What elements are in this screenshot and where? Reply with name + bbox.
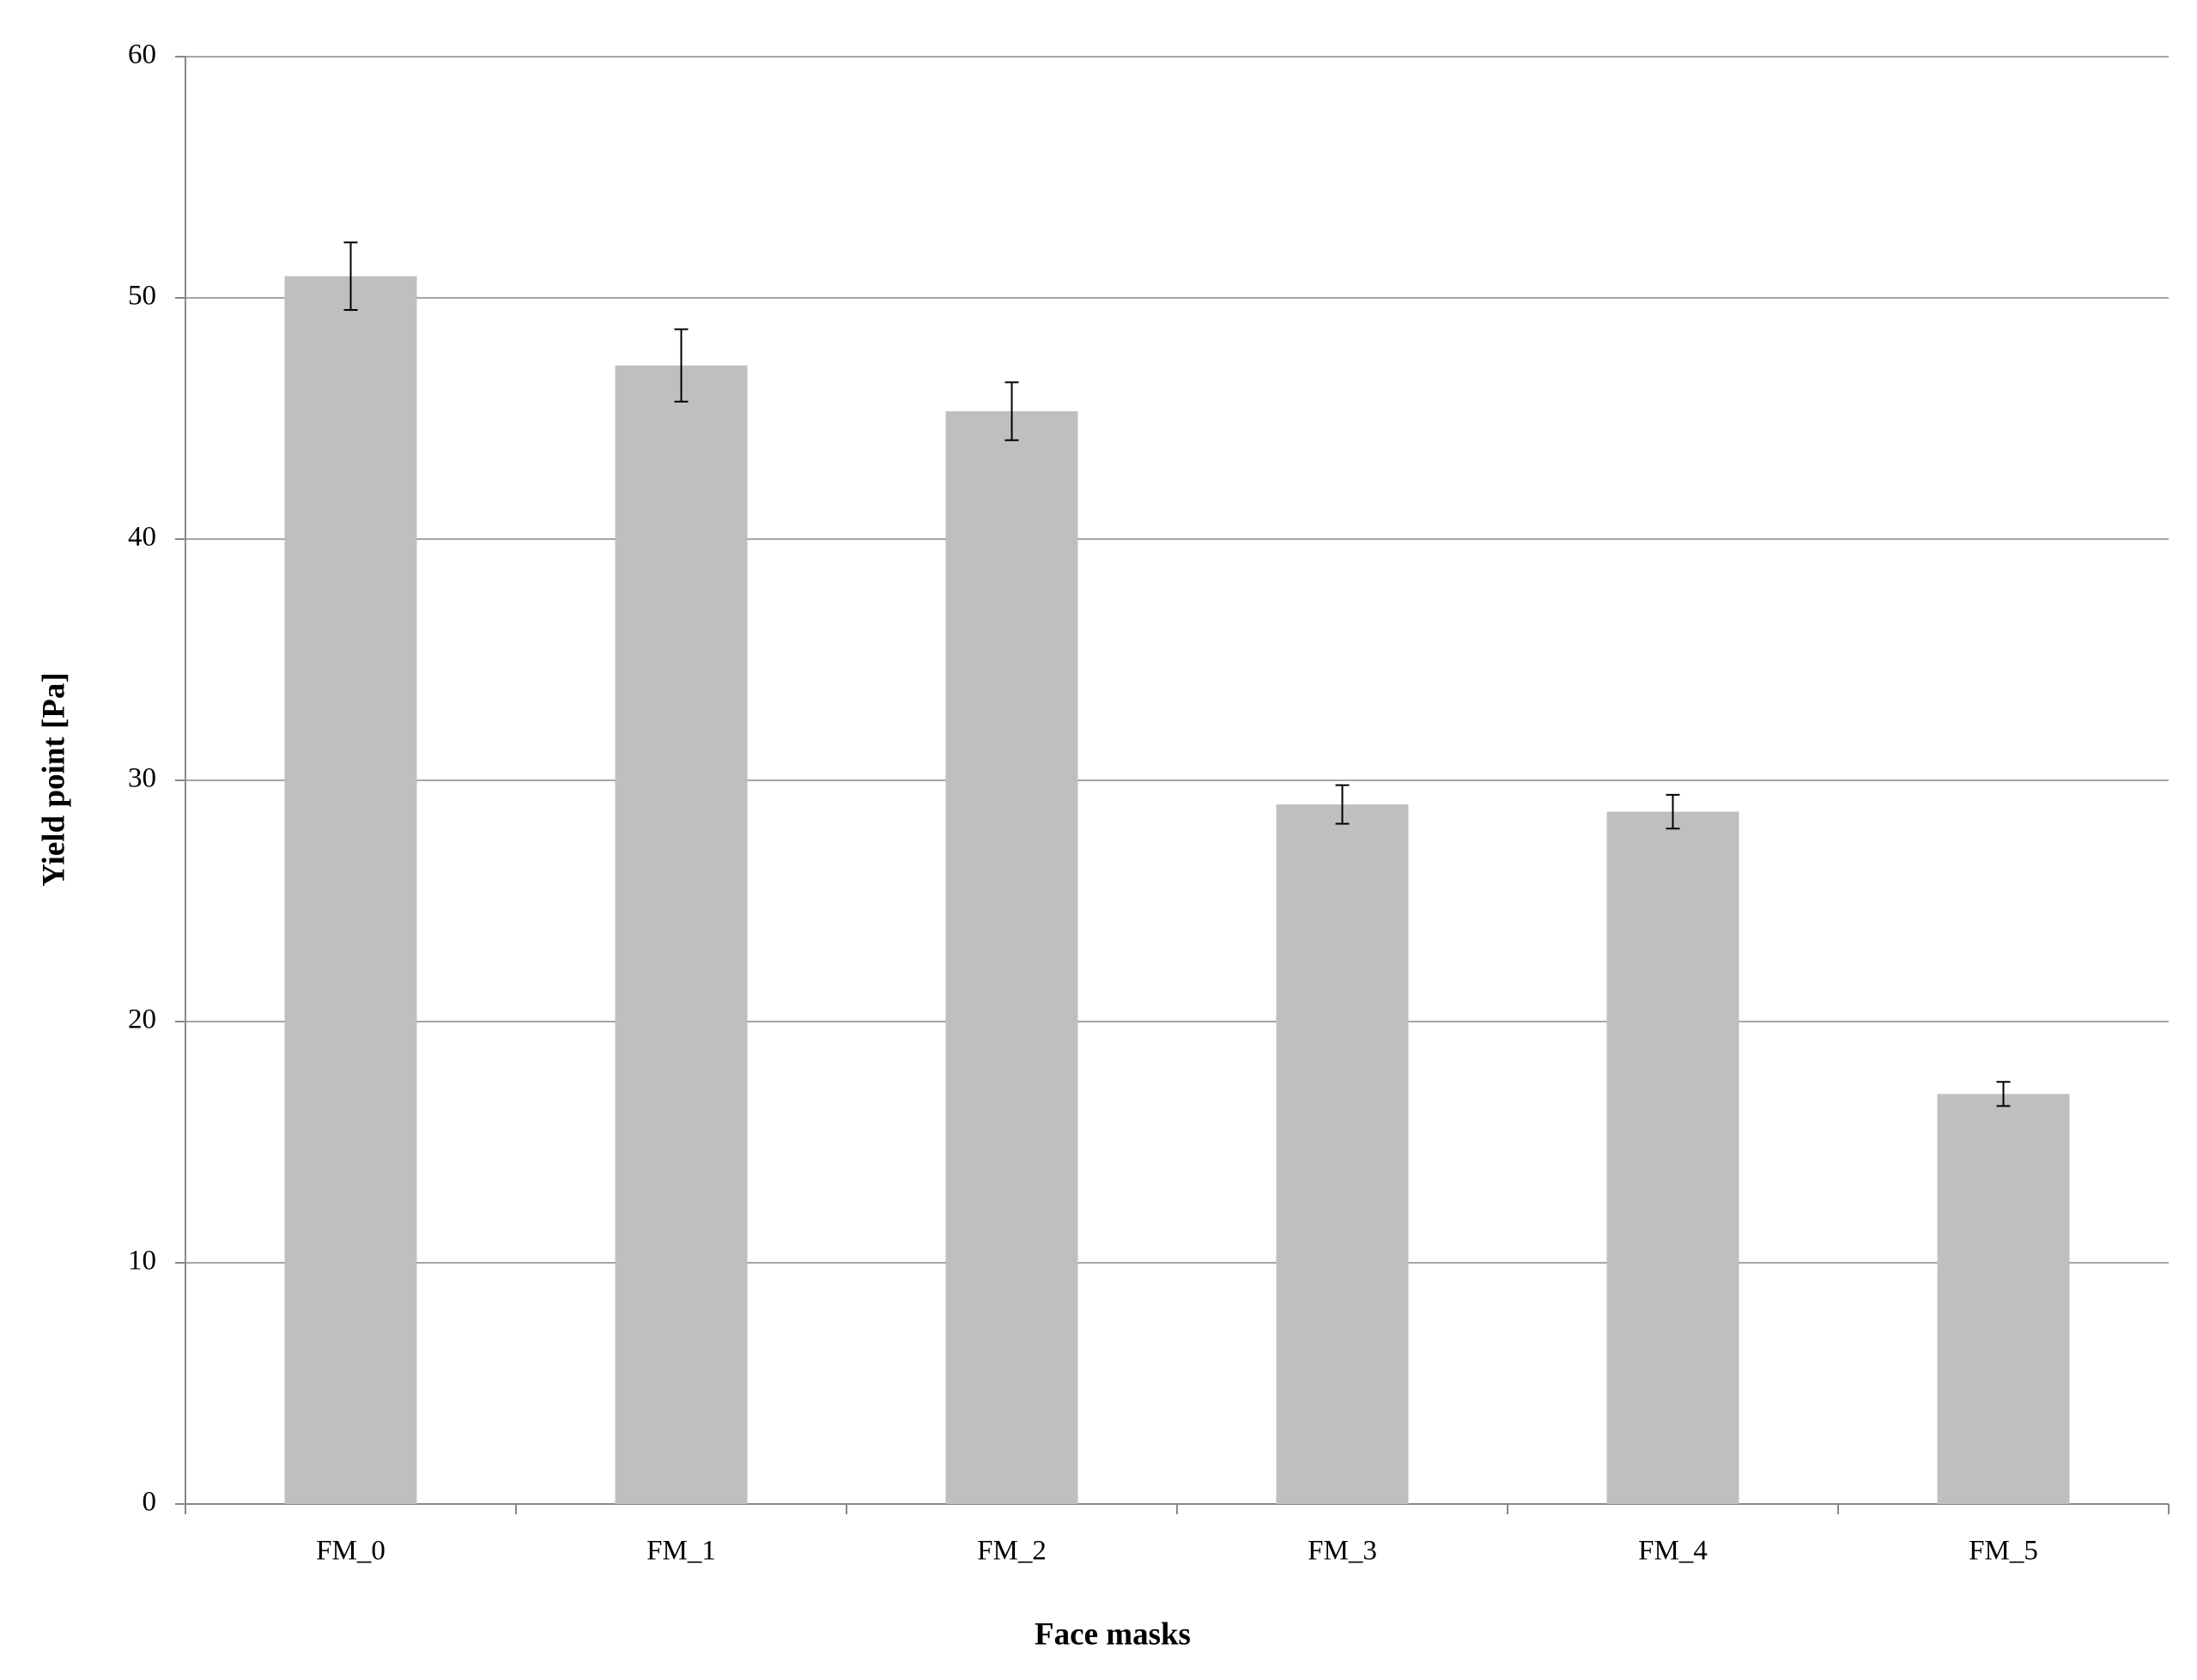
x-tick-label: FM_2	[977, 1536, 1047, 1567]
x-tick-label: FM_1	[646, 1536, 716, 1567]
x-tick-label: FM_4	[1638, 1536, 1708, 1567]
x-axis-title: Face masks	[1035, 1616, 1191, 1652]
x-tick-label: FM_0	[316, 1536, 385, 1567]
bar	[1937, 1094, 2070, 1504]
y-tick-label: 20	[128, 1004, 156, 1035]
error-bar	[674, 328, 689, 403]
x-tick-label: FM_3	[1308, 1536, 1377, 1567]
x-tick-label: FM_5	[1969, 1536, 2038, 1567]
bar	[284, 276, 417, 1505]
y-tick-label: 50	[128, 281, 156, 312]
y-tick-label: 30	[128, 763, 156, 794]
y-tick-label: 10	[128, 1246, 156, 1277]
error-bar	[343, 241, 358, 312]
y-tick-label: 40	[128, 522, 156, 553]
error-bar	[1335, 784, 1350, 825]
bar	[615, 365, 748, 1505]
error-bar	[1996, 1081, 2011, 1107]
error-bar	[1666, 793, 1680, 830]
y-tick-label: 0	[143, 1487, 157, 1518]
error-bar	[1004, 381, 1019, 441]
bar	[945, 411, 1078, 1504]
y-tick-label: 60	[128, 39, 156, 70]
bar	[1606, 811, 1739, 1504]
y-axis-title: Yield point [Pa]	[36, 672, 71, 886]
bar	[1276, 804, 1409, 1504]
